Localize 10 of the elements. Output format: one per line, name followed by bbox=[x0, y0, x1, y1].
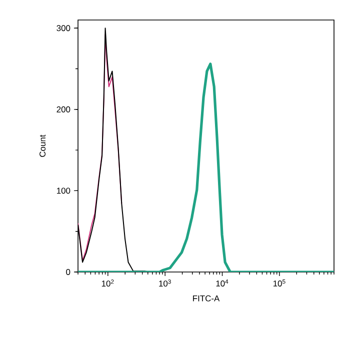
y-axis-title: Count bbox=[40, 134, 46, 157]
y-tick-label: 100 bbox=[56, 188, 70, 194]
y-tick-label: 300 bbox=[56, 25, 70, 32]
x-tick-label: 10$^{3}$ bbox=[159, 280, 171, 287]
y-tick-label: 0 bbox=[66, 269, 70, 275]
y-tick-label: 200 bbox=[56, 106, 70, 112]
x-tick-label: 10$^{2}$ bbox=[102, 280, 114, 287]
x-axis-title: FITC-A bbox=[193, 295, 220, 302]
x-tick-label: 10$^{4}$ bbox=[216, 280, 228, 286]
x-tick-label: 10$^{5}$ bbox=[273, 280, 286, 286]
